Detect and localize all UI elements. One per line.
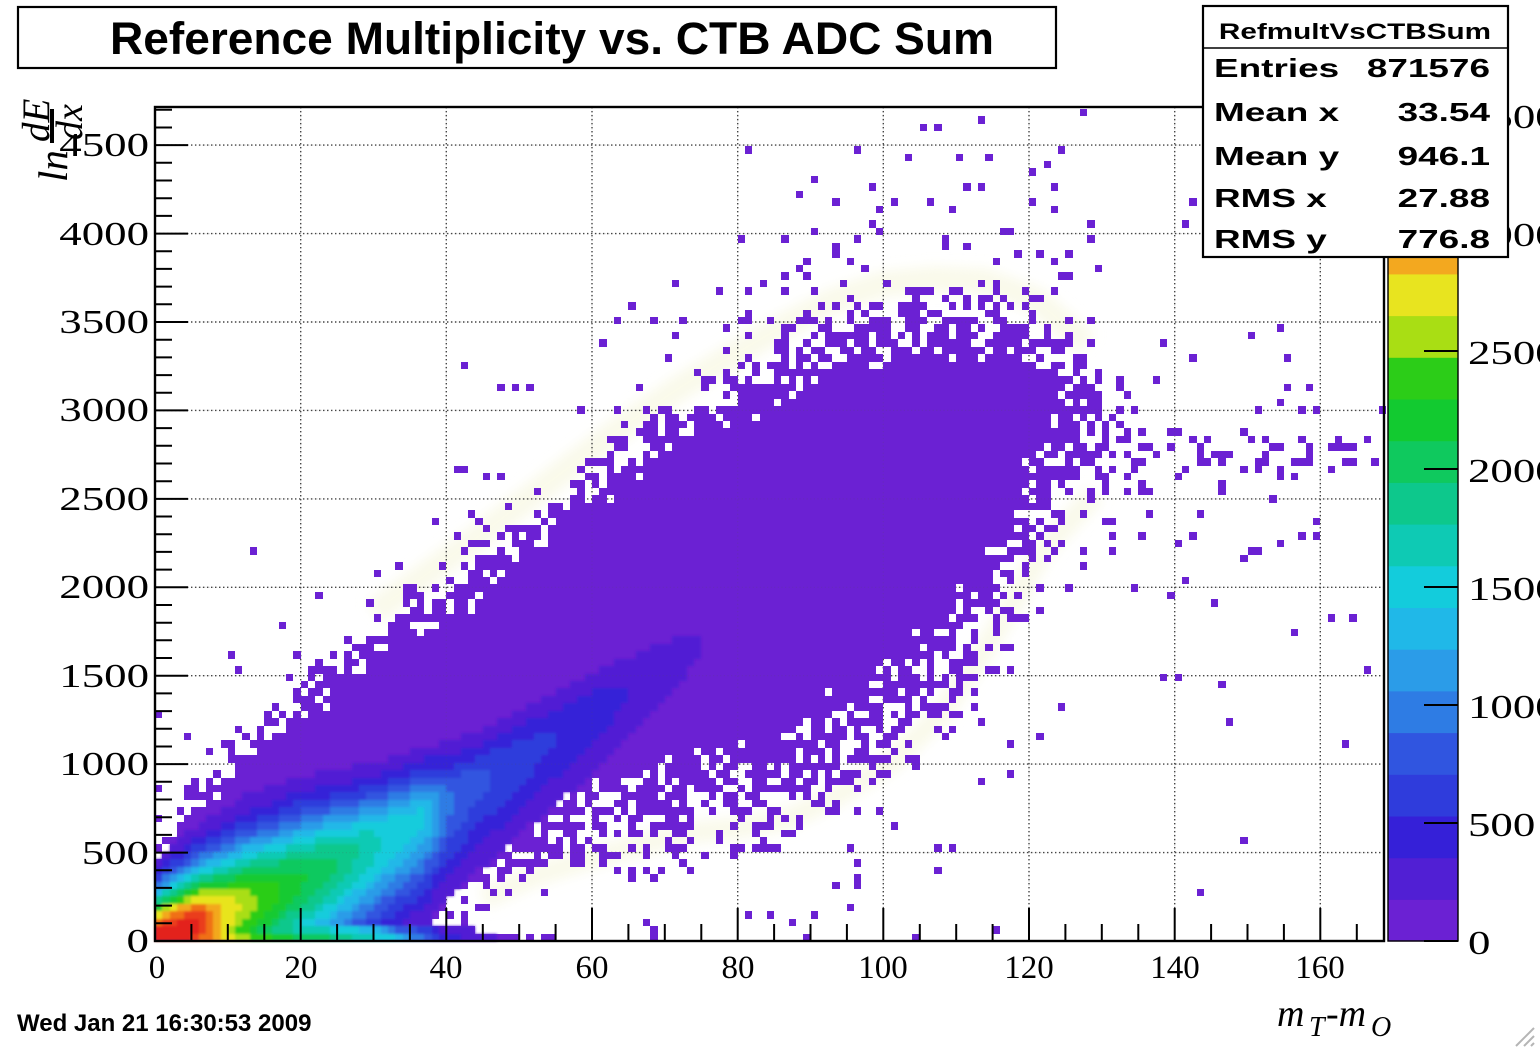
- svg-text:O: O: [1371, 1012, 1391, 1043]
- svg-text:120: 120: [1004, 950, 1054, 986]
- svg-text:2500: 2500: [1468, 334, 1540, 372]
- svg-text:Reference Multiplicity vs. CTB: Reference Multiplicity vs. CTB ADC Sum: [110, 13, 994, 64]
- svg-text:1500: 1500: [1468, 570, 1540, 608]
- svg-text:500: 500: [1468, 806, 1535, 844]
- svg-text:RefmultVsCTBSum: RefmultVsCTBSum: [1219, 19, 1491, 44]
- svg-text:Mean x: Mean x: [1214, 97, 1339, 126]
- svg-text:RMS x: RMS x: [1214, 183, 1327, 212]
- svg-text:0: 0: [127, 922, 149, 960]
- svg-text:-m: -m: [1326, 993, 1366, 1035]
- svg-text:m: m: [1277, 993, 1304, 1035]
- svg-text:Wed Jan 21 16:30:53 2009: Wed Jan 21 16:30:53 2009: [17, 1010, 311, 1037]
- svg-text:60: 60: [576, 950, 609, 986]
- svg-text:4000: 4000: [59, 215, 149, 253]
- svg-text:500: 500: [82, 834, 149, 872]
- svg-text:871576: 871576: [1367, 53, 1490, 82]
- svg-text:ln: ln: [30, 150, 76, 182]
- svg-text:80: 80: [722, 950, 755, 986]
- svg-text:dx: dx: [49, 104, 91, 140]
- svg-text:160: 160: [1295, 950, 1345, 986]
- svg-text:20: 20: [285, 950, 318, 986]
- svg-text:40: 40: [430, 950, 463, 986]
- svg-text:2500: 2500: [59, 480, 149, 518]
- svg-text:4500: 4500: [59, 126, 149, 164]
- svg-text:0: 0: [1468, 924, 1490, 962]
- svg-text:T: T: [1309, 1012, 1327, 1043]
- svg-text:RMS y: RMS y: [1214, 224, 1327, 253]
- svg-text:3000: 3000: [59, 391, 149, 429]
- svg-text:100: 100: [858, 950, 908, 986]
- svg-text:1500: 1500: [59, 657, 149, 695]
- svg-text:3500: 3500: [59, 303, 149, 341]
- svg-text:27.88: 27.88: [1398, 183, 1490, 212]
- svg-text:946.1: 946.1: [1398, 141, 1490, 170]
- svg-text:1000: 1000: [59, 745, 149, 783]
- svg-text:2000: 2000: [59, 568, 149, 606]
- svg-text:2000: 2000: [1468, 452, 1540, 490]
- svg-text:140: 140: [1150, 950, 1200, 986]
- svg-text:Mean y: Mean y: [1214, 141, 1339, 170]
- svg-text:0: 0: [149, 950, 166, 986]
- svg-text:Entries: Entries: [1214, 53, 1339, 82]
- svg-text:33.54: 33.54: [1398, 97, 1491, 126]
- svg-text:776.8: 776.8: [1398, 224, 1490, 253]
- svg-text:1000: 1000: [1468, 688, 1540, 726]
